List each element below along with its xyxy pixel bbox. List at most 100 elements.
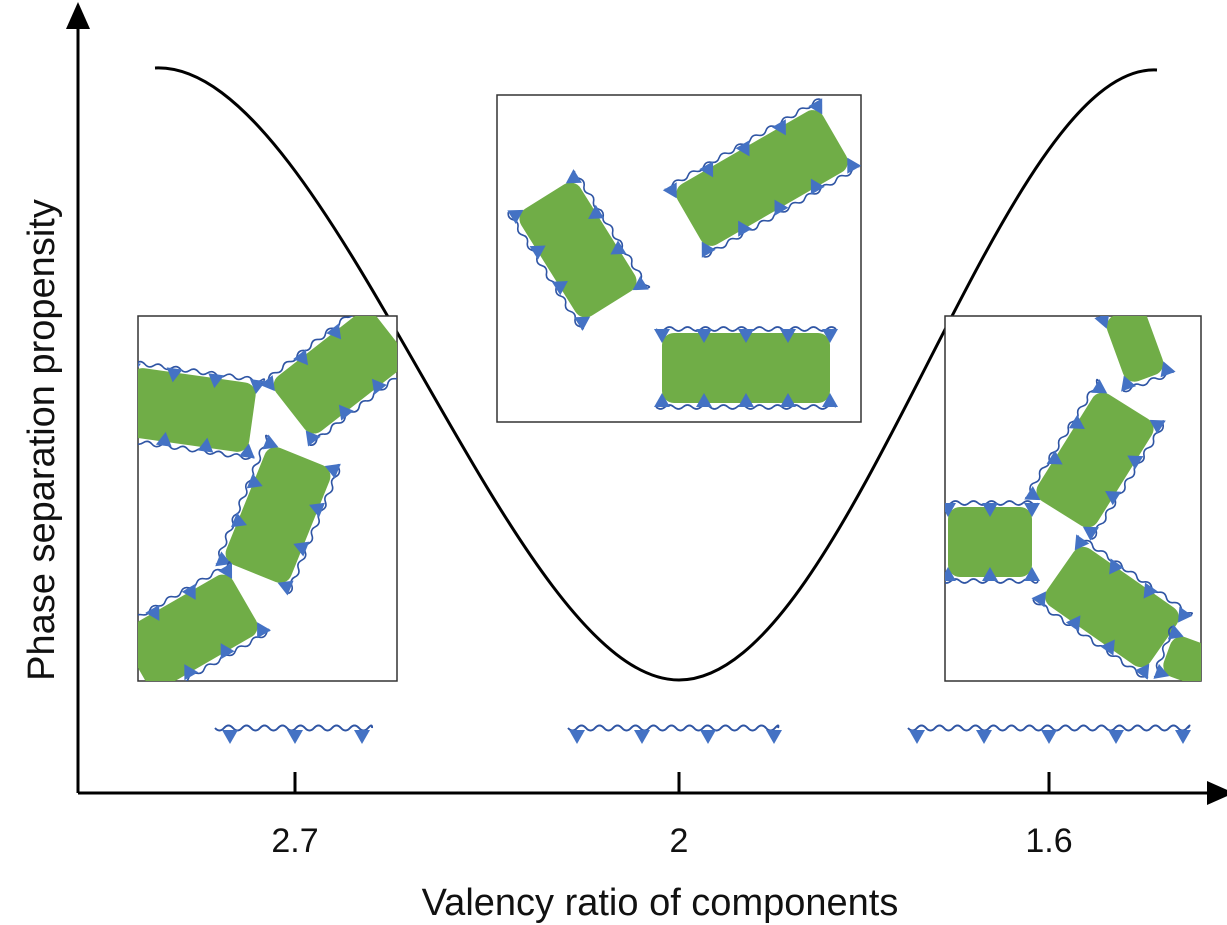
linker <box>309 357 397 447</box>
domain <box>1106 316 1164 382</box>
binding-site <box>982 503 998 517</box>
binding-site <box>1127 455 1144 470</box>
binding-site <box>220 643 235 660</box>
binding-site <box>738 393 754 407</box>
binding-site <box>1167 624 1184 640</box>
binding-site <box>1094 316 1110 329</box>
binding-site <box>701 241 716 258</box>
binding-site <box>735 140 750 157</box>
binding-site <box>507 209 524 225</box>
domain <box>225 447 331 583</box>
binding-site <box>632 275 649 291</box>
protein-chain <box>945 500 1040 584</box>
protein-chain <box>507 169 651 331</box>
binding-site <box>569 730 585 744</box>
binding-site <box>822 329 838 343</box>
binding-site <box>780 393 796 407</box>
binding-site <box>780 329 796 343</box>
binding-site <box>945 567 956 581</box>
binding-site <box>305 430 321 447</box>
binding-site <box>109 626 130 646</box>
binding-site <box>662 182 677 199</box>
binding-site <box>1177 606 1193 623</box>
binding-site <box>1160 361 1176 378</box>
binding-site <box>696 393 712 407</box>
linker <box>215 434 269 566</box>
linker <box>261 316 372 385</box>
binding-site <box>293 541 310 557</box>
binding-site <box>1074 534 1090 551</box>
binding-site <box>218 562 233 579</box>
linker <box>567 724 780 732</box>
protein-chain <box>1153 624 1227 706</box>
binding-site <box>1149 419 1166 435</box>
binding-site <box>738 220 753 237</box>
binding-site <box>1108 730 1124 744</box>
x-axis-label: Valency ratio of components <box>422 882 899 924</box>
binding-site <box>610 240 627 255</box>
binding-site <box>338 404 354 421</box>
binding-site <box>222 730 238 744</box>
binding-site <box>155 431 172 447</box>
domain <box>273 316 397 434</box>
binding-site <box>1134 298 1154 317</box>
binding-site <box>822 393 838 407</box>
binding-site <box>1024 567 1040 581</box>
domain <box>1163 636 1201 681</box>
binding-site <box>699 161 714 178</box>
binding-site <box>371 378 387 395</box>
network-left <box>109 316 397 681</box>
binding-site <box>249 379 266 395</box>
binding-site <box>326 323 342 340</box>
binding-site <box>215 551 232 567</box>
domain <box>138 368 256 452</box>
binding-site <box>1100 639 1115 656</box>
binding-site <box>277 580 294 596</box>
binding-site <box>588 204 605 219</box>
linker <box>573 170 651 289</box>
domain <box>1045 546 1179 668</box>
binding-site <box>1091 379 1108 394</box>
linker <box>138 561 232 634</box>
binding-site <box>551 281 568 296</box>
domain <box>138 574 258 681</box>
binding-site <box>771 119 786 136</box>
binding-site <box>654 393 670 407</box>
binding-site <box>774 199 789 216</box>
binding-site <box>634 730 650 744</box>
domain <box>1036 392 1154 528</box>
protein-chain <box>654 326 838 410</box>
clusters-center <box>507 98 861 410</box>
binding-site <box>257 622 271 639</box>
linker <box>214 724 374 732</box>
binding-site <box>1214 686 1227 706</box>
linker <box>945 500 1039 506</box>
linker <box>1032 599 1149 680</box>
binding-site <box>246 473 263 489</box>
binding-site <box>976 730 992 744</box>
binding-site <box>197 437 214 453</box>
linker <box>138 438 255 460</box>
binding-site <box>738 329 754 343</box>
x-tick-label: 2.7 <box>271 822 318 860</box>
x-tick-label: 1.6 <box>1025 822 1072 860</box>
protein-chain <box>1094 298 1176 393</box>
propensity-curve <box>154 66 1158 682</box>
binding-site <box>1134 663 1150 680</box>
binding-site <box>114 425 132 441</box>
protein-chain <box>260 316 397 447</box>
binding-site <box>166 367 183 383</box>
binding-site <box>1024 503 1040 517</box>
binding-site <box>230 512 247 528</box>
linker <box>703 165 860 258</box>
binding-site <box>1046 450 1063 465</box>
binding-site <box>808 98 823 115</box>
binding-site <box>945 503 956 517</box>
binding-site <box>1121 375 1137 392</box>
protein-chain <box>662 98 861 258</box>
binding-site <box>1031 591 1047 608</box>
linker <box>907 724 1191 732</box>
binding-site <box>1024 485 1041 501</box>
